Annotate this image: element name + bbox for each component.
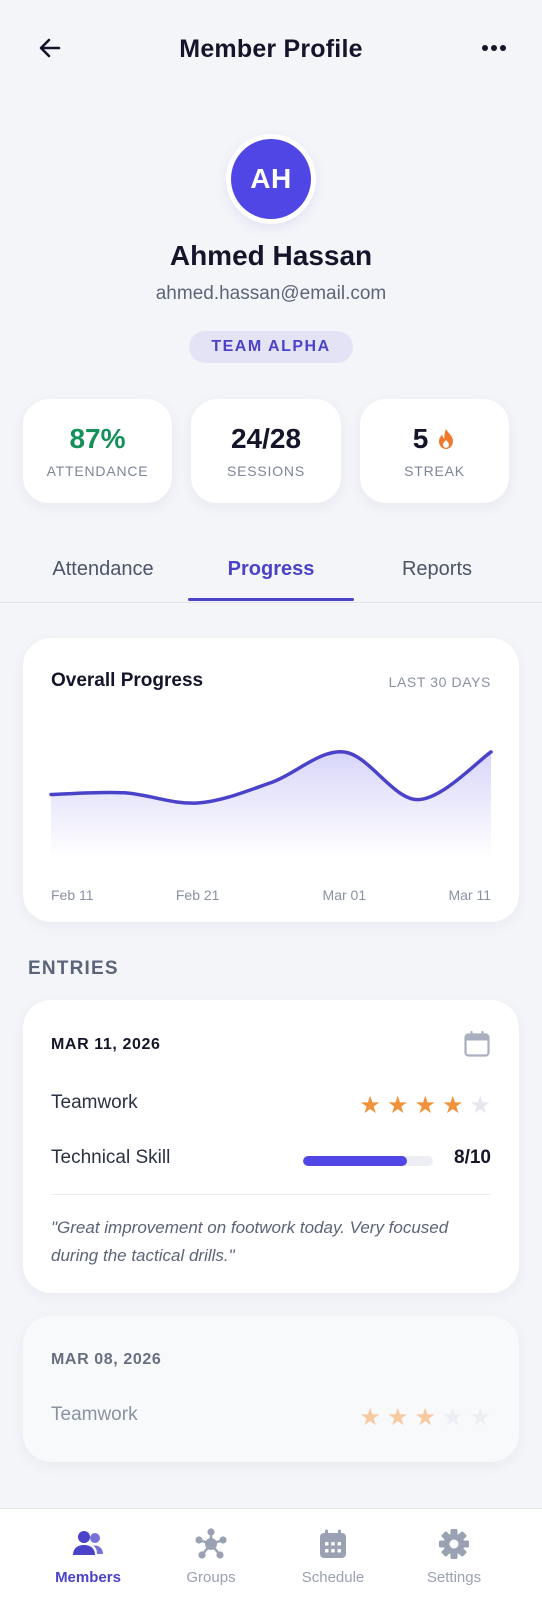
streak-value: 5 — [412, 423, 429, 454]
star-empty-icon: ★ — [441, 1404, 464, 1431]
nav-groups[interactable]: Groups — [151, 1509, 271, 1600]
nav-schedule-label: Schedule — [301, 1569, 365, 1586]
entry-card[interactable]: MAR 11, 2026 Teamwork ★ ★ ★ ★ ★ Technica… — [23, 1000, 519, 1293]
active-tab-indicator — [188, 598, 354, 601]
avatar-ring: AH — [226, 134, 316, 224]
avatar[interactable]: AH — [231, 139, 311, 219]
gear-icon — [437, 1527, 471, 1561]
teamwork-rating: ★ ★ ★ ★ ★ — [359, 1094, 491, 1118]
attendance-stat-card: 87% ATTENDANCE — [23, 399, 172, 503]
tab-reports[interactable]: Reports — [401, 557, 473, 580]
star-empty-icon: ★ — [469, 1404, 491, 1431]
progress-chart-card: Overall Progress LAST 30 DAYS Feb 11 Feb … — [23, 638, 519, 922]
teamwork-rating: ★ ★ ★ ★ ★ — [359, 1406, 491, 1430]
entry-note: "Great improvement on footwork today. Ve… — [51, 1218, 449, 1265]
arrow-left-icon — [39, 38, 61, 58]
nav-schedule[interactable]: Schedule — [273, 1509, 393, 1600]
star-icon: ★ — [386, 1404, 409, 1431]
sessions-stat-card: 24/28 SESSIONS — [191, 399, 341, 503]
attendance-value: 87% — [69, 423, 126, 454]
chart-series-line — [49, 750, 493, 805]
streak-label: STREAK — [404, 463, 465, 479]
sessions-value: 24/28 — [230, 423, 302, 454]
streak-value-row: 5 — [413, 423, 457, 455]
member-name: Ahmed Hassan — [169, 240, 373, 271]
nav-members[interactable]: Members — [28, 1509, 148, 1600]
x-tick-label: Feb 21 — [176, 887, 220, 903]
technical-skill-bar — [303, 1156, 433, 1166]
team-badge: TEAM ALPHA — [189, 331, 353, 363]
entries-heading: ENTRIES — [28, 958, 119, 979]
x-tick-label: Mar 11 — [448, 887, 491, 903]
tab-bar: Attendance Progress Reports — [0, 535, 542, 603]
star-empty-icon: ★ — [469, 1092, 491, 1119]
technical-skill-label: Technical Skill — [51, 1147, 171, 1168]
star-icon: ★ — [359, 1092, 381, 1119]
star-icon: ★ — [414, 1092, 436, 1119]
top-app-bar: Member Profile — [0, 0, 542, 98]
tab-attendance[interactable]: Attendance — [52, 557, 154, 580]
teamwork-label: Teamwork — [51, 1092, 138, 1113]
attendance-label: ATTENDANCE — [46, 463, 149, 479]
back-button[interactable] — [32, 30, 68, 66]
chart-area-fill — [51, 751, 491, 858]
nav-groups-label: Groups — [186, 1569, 236, 1586]
nav-settings-label: Settings — [426, 1569, 482, 1586]
star-icon: ★ — [359, 1404, 381, 1431]
chart-range-label[interactable]: LAST 30 DAYS — [388, 674, 491, 690]
entry-card[interactable]: MAR 08, 2026 Teamwork ★ ★ ★ ★ ★ — [23, 1316, 519, 1462]
flame-icon — [439, 429, 454, 449]
tab-progress[interactable]: Progress — [227, 557, 315, 580]
more-options-button[interactable] — [476, 30, 512, 66]
bottom-navigation: Members Groups — [0, 1508, 542, 1600]
star-icon: ★ — [386, 1092, 409, 1119]
calendar-grid-icon — [316, 1527, 350, 1561]
nav-members-label: Members — [55, 1569, 121, 1586]
page-title: Member Profile — [179, 34, 363, 63]
users-icon — [71, 1527, 105, 1561]
entry-date: MAR 08, 2026 — [51, 1351, 162, 1368]
streak-stat-card: 5 STREAK — [360, 399, 509, 503]
progress-chart: Feb 11 Feb 21 Mar 01 Mar 11 — [49, 750, 493, 903]
technical-skill-value: 8/10 — [454, 1147, 491, 1168]
more-horizontal-icon — [482, 45, 506, 51]
member-email: ahmed.hassan@email.com — [155, 283, 387, 304]
chart-title: Overall Progress — [51, 670, 204, 691]
x-tick-label: Feb 11 — [51, 887, 94, 903]
sessions-label: SESSIONS — [227, 463, 305, 479]
technical-skill-bar-fill — [303, 1156, 407, 1166]
teamwork-label: Teamwork — [51, 1404, 138, 1425]
star-icon: ★ — [441, 1092, 464, 1119]
x-tick-label: Mar 01 — [323, 887, 367, 903]
x-axis-tick-labels: Feb 11 Feb 21 Mar 01 Mar 11 — [51, 887, 491, 903]
calendar-icon[interactable] — [463, 1030, 491, 1058]
network-icon — [194, 1527, 228, 1561]
nav-settings[interactable]: Settings — [394, 1509, 514, 1600]
entry-date: MAR 11, 2026 — [51, 1036, 161, 1053]
star-icon: ★ — [414, 1404, 436, 1431]
divider — [51, 1194, 491, 1195]
